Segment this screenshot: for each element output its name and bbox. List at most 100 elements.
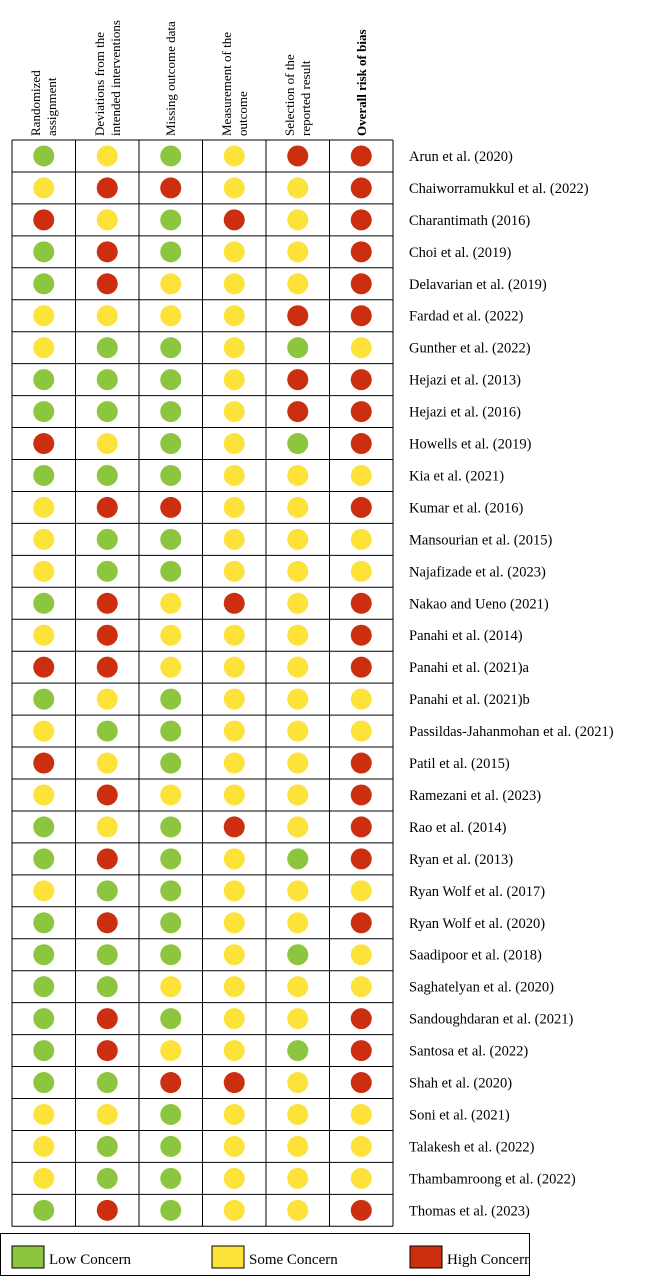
legend-label: High Concern [447,1252,530,1268]
rating-dot [287,816,309,838]
rating-dot [287,624,309,646]
rating-dot [350,976,372,998]
rating-dot [160,880,182,902]
rating-dot [96,369,118,391]
rating-dot [33,1103,55,1125]
rating-dot [33,880,55,902]
rating-dot [287,592,309,614]
rating-dot [33,592,55,614]
rating-dot [160,209,182,231]
rating-dot [287,688,309,710]
rating-dot [33,209,55,231]
rating-dot [350,688,372,710]
rating-dot [160,976,182,998]
study-label: Panahi et al. (2014) [409,628,523,644]
rating-dot [160,273,182,295]
rating-dot [350,848,372,870]
study-label: Saghatelyan et al. (2020) [409,980,554,996]
rating-dot [287,305,309,327]
rating-dot [33,273,55,295]
rating-dot [223,1040,245,1062]
rating-dot [33,1040,55,1062]
rating-dot [160,1072,182,1094]
rating-dot [287,177,309,199]
rating-dot [33,816,55,838]
rating-dot [223,624,245,646]
rating-dot [33,337,55,359]
rating-dot [160,433,182,455]
rating-dot [287,880,309,902]
rating-dot [287,1008,309,1030]
rating-dot [33,1008,55,1030]
rating-dot [160,1103,182,1125]
rating-dot [33,1135,55,1157]
study-label: Howells et al. (2019) [409,437,532,453]
rating-dot [223,1135,245,1157]
study-label: Santosa et al. (2022) [409,1044,528,1060]
rating-dot [160,1167,182,1189]
rating-dot [160,528,182,550]
rating-dot [223,209,245,231]
rating-dot [350,816,372,838]
study-label: Ryan Wolf et al. (2020) [409,916,545,932]
rating-dot [96,209,118,231]
rating-dot [33,305,55,327]
rating-dot [160,145,182,167]
rating-dot [160,688,182,710]
rating-dot [96,1167,118,1189]
rating-dot [350,1103,372,1125]
rating-dot [33,784,55,806]
legend-graphic: Low Concern Some Concern High Concern [0,1233,532,1276]
rating-dot [160,944,182,966]
rating-dot [33,624,55,646]
rating-dot [350,177,372,199]
rating-dot [287,241,309,263]
rating-dot [33,528,55,550]
rating-dot [160,464,182,486]
study-label: Saadipoor et al. (2018) [409,948,542,964]
rating-dot [223,720,245,742]
rating-dot [223,912,245,934]
rating-dot [160,848,182,870]
rating-dot [33,1167,55,1189]
rating-dot [350,944,372,966]
rating-dot [350,401,372,423]
rating-dot [33,1072,55,1094]
rating-dot [223,177,245,199]
rating-dot [96,752,118,774]
study-label: Najafizade et al. (2023) [409,564,546,580]
rating-dot [350,592,372,614]
rating-dot [223,464,245,486]
rating-dot [287,337,309,359]
rating-dot [223,784,245,806]
rating-dot [160,720,182,742]
legend-label: Low Concern [49,1252,132,1268]
rating-dot [287,912,309,934]
rating-dot [350,369,372,391]
rating-dot [350,624,372,646]
rating-dot [223,337,245,359]
rating-dot [160,816,182,838]
rating-dot [33,464,55,486]
rating-dot [96,1199,118,1221]
rating-dot [96,464,118,486]
rating-dot [350,1072,372,1094]
rating-dot [33,688,55,710]
study-label: Thomas et al. (2023) [409,1203,530,1219]
rating-dot [350,656,372,678]
rating-dot [287,401,309,423]
legend-swatch [409,1245,443,1269]
rating-dot [223,1103,245,1125]
rating-dot [160,592,182,614]
rating-dot [350,496,372,518]
rating-dot [287,1040,309,1062]
rating-dot [287,209,309,231]
rating-dot [160,1199,182,1221]
rating-dot [96,1040,118,1062]
rating-dot [287,848,309,870]
rating-dot [96,1072,118,1094]
rating-dot [33,496,55,518]
rating-dot [33,976,55,998]
rating-dot [223,656,245,678]
rating-dot [96,337,118,359]
